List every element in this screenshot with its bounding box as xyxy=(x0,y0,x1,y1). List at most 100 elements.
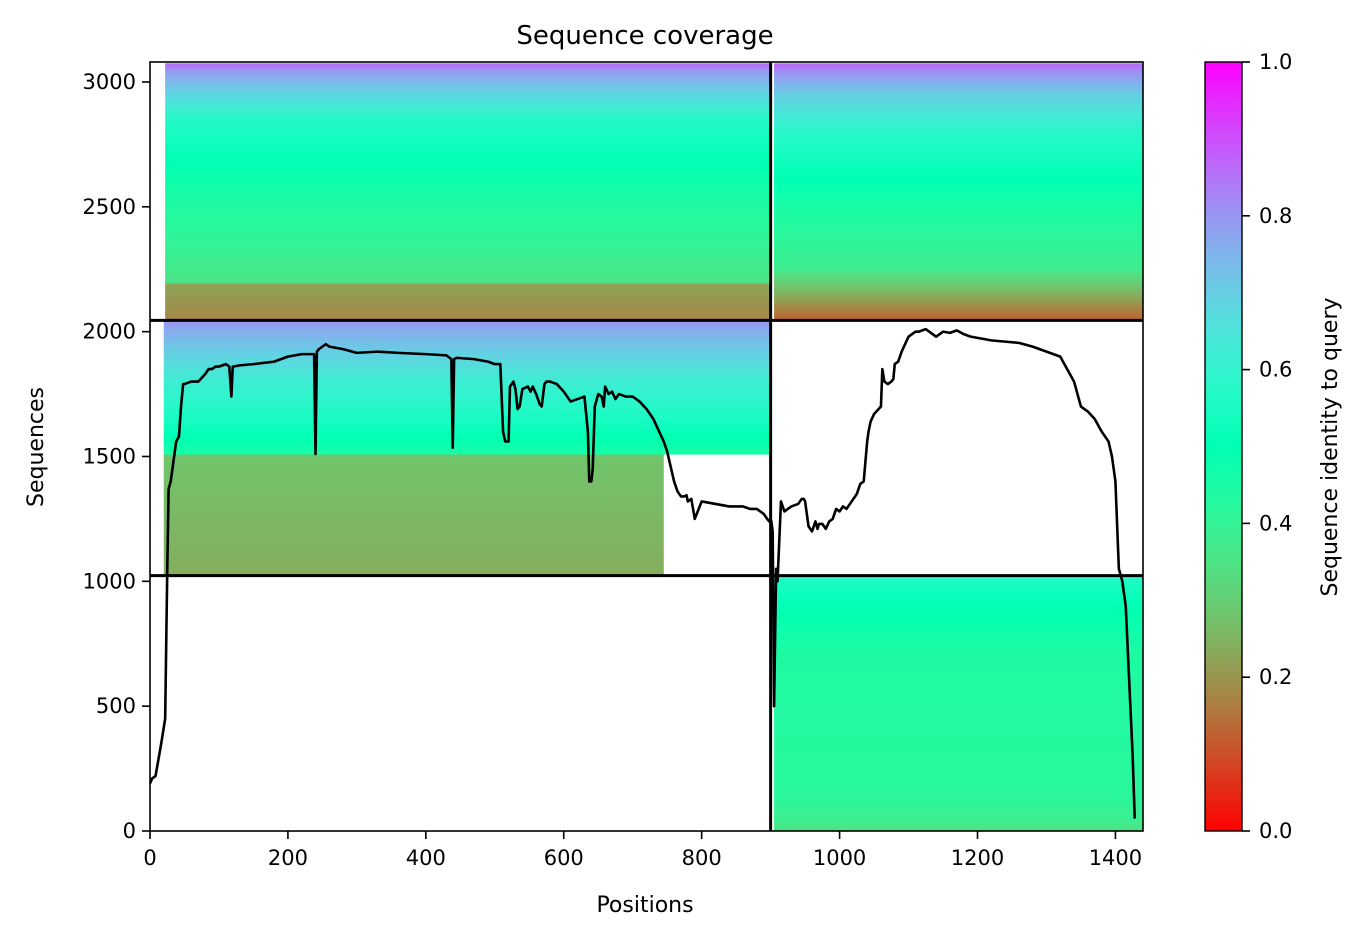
heatmap-cell xyxy=(163,434,771,438)
heatmap-cell xyxy=(774,586,1143,590)
heatmap-cell xyxy=(163,426,771,430)
heatmap-cell xyxy=(165,180,771,184)
heatmap-cell xyxy=(165,140,771,144)
heatmap-cell xyxy=(774,65,1143,69)
heatmap-cell xyxy=(774,733,1143,737)
heatmap-cell xyxy=(774,93,1143,97)
heatmap-cell xyxy=(163,369,771,373)
heatmap-cell xyxy=(774,260,1143,264)
heatmap-cell xyxy=(774,703,1143,707)
heatmap-cell xyxy=(165,275,771,279)
heatmap-cell xyxy=(165,173,771,177)
heatmap-cell xyxy=(774,185,1143,189)
heatmap-cell xyxy=(163,550,664,554)
heatmap-cell xyxy=(774,628,1143,632)
heatmap-cell xyxy=(165,255,771,259)
heatmap-cell xyxy=(165,80,771,84)
heatmap-cell xyxy=(774,713,1143,717)
heatmap-cell xyxy=(163,441,771,445)
heatmap-cell xyxy=(165,213,771,217)
heatmap-cell xyxy=(165,235,771,239)
heatmap-cell xyxy=(163,493,664,497)
heatmap-cell xyxy=(165,93,771,97)
heatmap-cell xyxy=(774,666,1143,670)
heatmap-cell xyxy=(163,490,664,494)
heatmap-cell xyxy=(774,108,1143,112)
heatmap-cell xyxy=(774,673,1143,677)
heatmap-cell xyxy=(774,183,1143,187)
heatmap-cell xyxy=(774,686,1143,690)
heatmap-cell xyxy=(163,324,771,328)
heatmap-cell xyxy=(774,631,1143,635)
heatmap-cell xyxy=(774,646,1143,650)
heatmap-cell xyxy=(774,310,1143,314)
heatmap-cell xyxy=(774,123,1143,127)
heatmap-cell xyxy=(165,262,771,267)
heatmap-cell xyxy=(774,223,1143,227)
coverage-heatmap xyxy=(163,63,1143,831)
heatmap-cell xyxy=(163,505,664,509)
heatmap-cell xyxy=(774,651,1143,655)
coverage-line xyxy=(150,327,1137,819)
x-tick-label: 200 xyxy=(268,846,308,870)
heatmap-cell xyxy=(774,275,1143,279)
heatmap-block-chain-A-only xyxy=(165,63,771,322)
heatmap-cell xyxy=(163,449,771,453)
heatmap-cell xyxy=(163,508,664,512)
heatmap-cell xyxy=(774,135,1143,139)
heatmap-cell xyxy=(774,138,1143,142)
heatmap-cell xyxy=(165,267,771,272)
heatmap-cell xyxy=(163,366,771,370)
x-axis: 0 200 400 600 800 1000 1200 1400 xyxy=(143,831,1142,870)
heatmap-cell xyxy=(774,230,1143,234)
colorbar: 0.0 0.2 0.4 0.6 0.8 1.0 Sequence identity to … xyxy=(1204,50,1343,843)
heatmap-cell xyxy=(774,788,1143,792)
heatmap-cell xyxy=(163,349,771,353)
heatmap-cell xyxy=(774,671,1143,675)
y-axis: 0 500 1000 1500 2000 2500 3000 xyxy=(83,70,150,843)
heatmap-cell xyxy=(774,163,1143,167)
heatmap-cell xyxy=(774,663,1143,667)
heatmap-cell xyxy=(774,90,1143,94)
heatmap-cell xyxy=(165,88,771,92)
heatmap-cell xyxy=(774,783,1143,787)
heatmap-cell xyxy=(163,386,771,390)
heatmap-cell xyxy=(163,483,664,487)
heatmap-cell xyxy=(774,285,1143,289)
heatmap-cell xyxy=(774,78,1143,82)
heatmap-cell xyxy=(774,85,1143,89)
heatmap-cell xyxy=(165,300,771,304)
heatmap-cell xyxy=(165,160,771,164)
heatmap-cell xyxy=(165,163,771,167)
heatmap-cell xyxy=(774,768,1143,772)
heatmap-cell xyxy=(165,183,771,187)
heatmap-cell xyxy=(774,588,1143,592)
heatmap-cell xyxy=(774,731,1143,735)
heatmap-cell xyxy=(774,636,1143,640)
heatmap-cell xyxy=(774,776,1143,780)
heatmap-cell xyxy=(163,421,771,425)
heatmap-cell xyxy=(774,706,1143,710)
heatmap-cell xyxy=(774,701,1143,705)
heatmap-cell xyxy=(163,455,664,459)
heatmap-cell xyxy=(774,748,1143,752)
heatmap-cell xyxy=(774,601,1143,605)
heatmap-cell xyxy=(165,68,771,72)
y-tick-label: 2000 xyxy=(83,320,136,344)
heatmap-cell xyxy=(774,681,1143,685)
heatmap-cell xyxy=(774,80,1143,84)
heatmap-cell xyxy=(165,168,771,172)
heatmap-cell xyxy=(165,120,771,124)
heatmap-cell xyxy=(774,205,1143,209)
heatmap-cell xyxy=(774,312,1143,317)
colorbar-ticks: 0.0 0.2 0.4 0.6 0.8 1.0 xyxy=(1242,50,1292,843)
heatmap-cell xyxy=(163,523,664,527)
heatmap-cell xyxy=(774,796,1143,800)
heatmap-cell xyxy=(774,218,1143,222)
heatmap-cell xyxy=(165,218,771,222)
heatmap-cell xyxy=(163,460,664,464)
heatmap-cell xyxy=(165,150,771,154)
heatmap-cell xyxy=(774,626,1143,630)
heatmap-cell xyxy=(165,290,771,294)
heatmap-cell xyxy=(774,130,1143,134)
